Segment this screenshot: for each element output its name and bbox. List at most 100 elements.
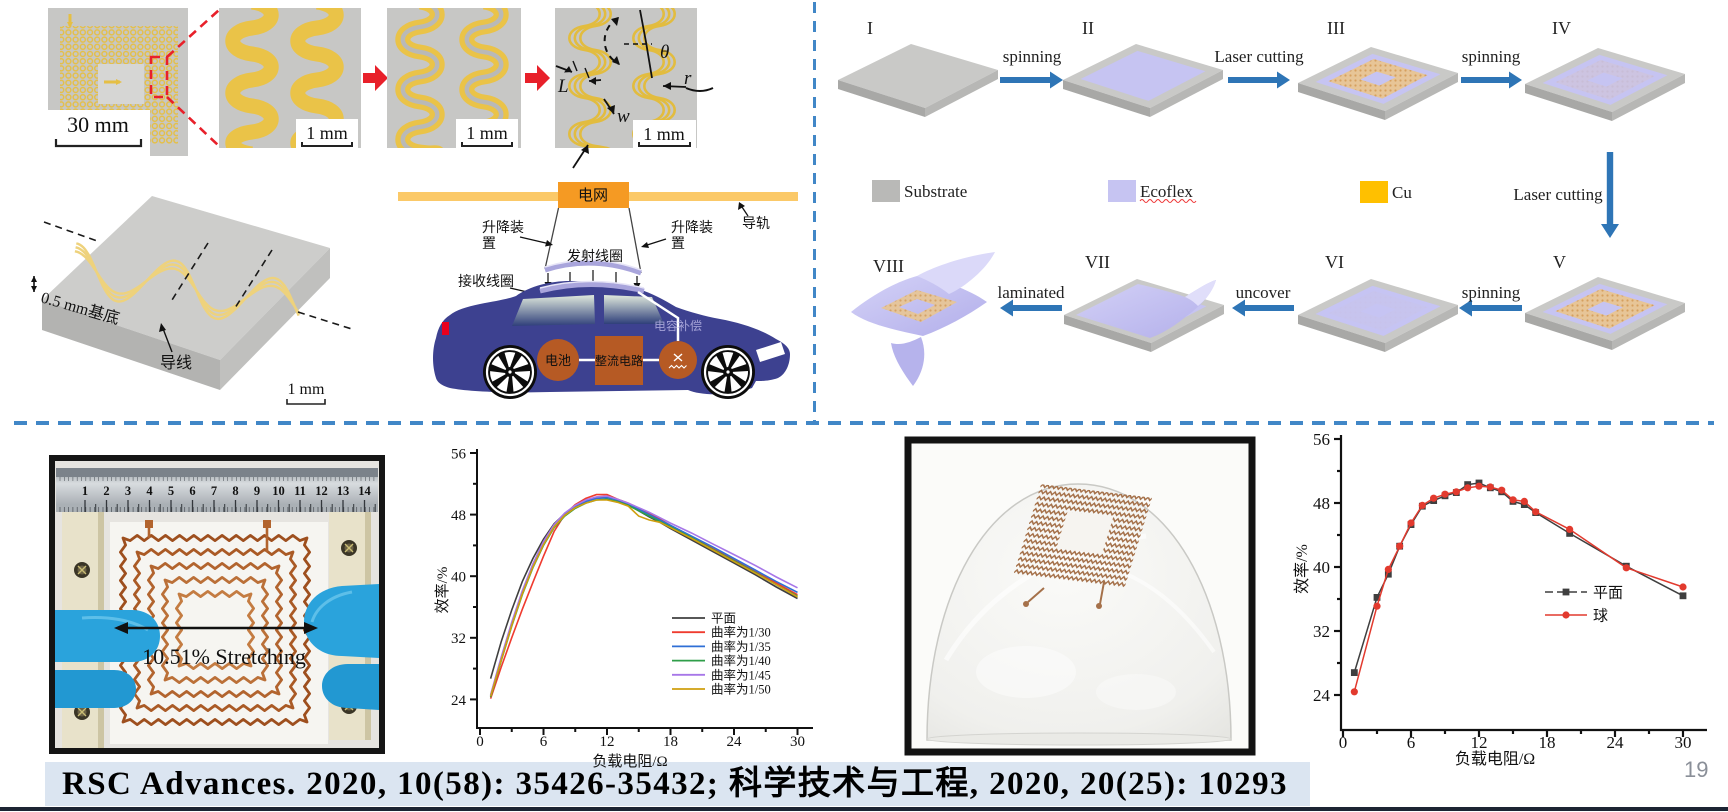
ruler-number: 10 <box>272 484 285 498</box>
wheel <box>483 345 537 399</box>
capacitor-label: 电容补偿 <box>654 318 702 333</box>
wheel <box>701 345 755 399</box>
legend-label: 曲率为1/35 <box>711 639 771 654</box>
ruler-number: 9 <box>254 484 260 498</box>
grid-label: 电网 <box>578 187 608 204</box>
step-arrow-icon <box>363 65 388 91</box>
x-tick-label: 18 <box>1538 733 1555 752</box>
process-arrow-icon <box>1000 71 1063 89</box>
fab-legend-label: Cu <box>1392 183 1412 202</box>
legend-label: 曲率为1/40 <box>711 653 771 668</box>
vertical-dashed-divider <box>813 2 816 422</box>
rx-coil-label: 接收线圈 <box>458 273 514 290</box>
fab-step-numeral: II <box>1082 18 1094 38</box>
process-arrow-icon <box>1459 299 1522 317</box>
battery-label: 电池 <box>545 353 571 368</box>
x-tick-label: 6 <box>540 734 548 750</box>
ruler-number: 2 <box>103 484 109 498</box>
y-tick-label: 48 <box>451 508 466 524</box>
fab-step-numeral: I <box>867 18 873 38</box>
ruler-number: 6 <box>189 484 195 498</box>
ruler-number: 12 <box>315 484 328 498</box>
param-label-theta: θ <box>660 42 669 63</box>
efficiency-vs-load-chart-curvature: 0 6 12 18 24 302432404856负载电阻/Ω效率/%平面曲率为1/30曲… <box>434 446 813 770</box>
scale-label: 1 mm <box>306 123 348 143</box>
fab-step-VII <box>1064 279 1224 352</box>
fab-legend-substrate: Substrate <box>872 180 967 202</box>
page-number: 19 <box>1684 757 1709 782</box>
y-axis-label: 效率/% <box>434 567 451 614</box>
legend-label: 平面 <box>1593 585 1623 601</box>
process-arrow-label: laminated <box>997 283 1065 302</box>
series-line-4 <box>489 495 798 696</box>
x-tick-label: 18 <box>663 734 678 750</box>
battery-circle <box>537 339 579 381</box>
process-arrow-label: spinning <box>1003 47 1062 66</box>
x-tick-label: 24 <box>1606 733 1624 752</box>
tx-coil-label: 发射线圈 <box>567 249 623 265</box>
param-label-r: r <box>684 68 692 89</box>
rectifier-label: 整流电路 <box>595 353 643 368</box>
panel-serpentine-cut: 1 mm <box>387 8 521 148</box>
legend-label: 平面 <box>711 612 736 626</box>
y-tick-label: 32 <box>451 631 466 647</box>
fab-step-I <box>838 44 998 117</box>
taillight <box>442 322 449 335</box>
fab-step-numeral: VIII <box>873 256 904 276</box>
fab-step-VIII <box>851 252 995 386</box>
axes <box>470 449 813 735</box>
y-tick-label: 24 <box>1313 686 1331 705</box>
fab-step-numeral: V <box>1553 252 1566 272</box>
process-arrow-label: spinning <box>1462 283 1521 302</box>
process-arrow-icon <box>1228 71 1290 89</box>
car-charging-diagram: 电网 发射线圈 升降装置 升降装置 导轨 接收线圈 <box>398 182 798 399</box>
x-tick-label: 12 <box>1470 733 1487 752</box>
rail-label: 导轨 <box>742 216 770 232</box>
rectifier-box <box>595 336 643 385</box>
ruler-number: 7 <box>211 484 217 498</box>
citation-text: RSC Advances. 2020, 10(58): 35426-35432;… <box>62 766 1288 802</box>
ruler-number: 11 <box>294 484 306 498</box>
fab-step-numeral: VI <box>1325 252 1344 272</box>
fab-step-II <box>1063 44 1223 117</box>
substrate-3d-figure: 0.5 mm基底 导线 1 mm <box>31 196 356 405</box>
ruler-number: 5 <box>168 484 174 498</box>
process-arrow-icon <box>1232 299 1294 317</box>
ruler-number: 13 <box>337 484 350 498</box>
scale-label: 30 mm <box>67 112 129 137</box>
panel-full-coil: 30 mm <box>48 8 188 156</box>
efficiency-vs-load-chart-sphere: 0 6 12 18 24 30 24 32 40 48 56 负载电阻/Ω 效率/% 平面球 <box>1293 430 1707 768</box>
y-tick-label: 56 <box>1313 430 1330 449</box>
zoom-callout <box>149 9 220 147</box>
dome-shape <box>926 483 1232 741</box>
series-line-1 <box>1353 485 1684 692</box>
legend-label: 曲率为1/30 <box>711 625 771 640</box>
scale-label: 1 mm <box>466 123 508 143</box>
x-tick-label: 24 <box>726 734 742 750</box>
ruler-number: 4 <box>146 484 153 498</box>
y-tick-label: 48 <box>1313 494 1330 513</box>
ruler-number: 1 <box>82 484 88 498</box>
x-axis-label: 负载电阻/Ω <box>592 753 667 770</box>
series-markers-0 <box>1350 479 1687 676</box>
series-markers-1 <box>1350 482 1687 696</box>
stretch-label: 10.51% Stretching <box>142 644 306 669</box>
process-arrow-label: spinning <box>1462 47 1521 66</box>
lift-label-right: 升降装置 <box>671 220 713 252</box>
wire-label: 导线 <box>160 354 192 372</box>
fab-step-numeral: IV <box>1552 18 1571 38</box>
x-tick-label: 6 <box>1407 733 1416 752</box>
process-arrow-label: Laser cutting <box>1513 185 1603 204</box>
fab-step-numeral: VII <box>1085 252 1110 272</box>
fab-legend-label: Ecoflex <box>1140 182 1193 201</box>
scale-label: 1 mm <box>643 124 685 144</box>
ruler-number: 3 <box>125 484 131 498</box>
lift-label-left: 升降装置 <box>482 220 524 252</box>
glove-right <box>304 584 379 710</box>
panel-serpentine-annotated: L θ r w 1 mm <box>555 8 714 169</box>
x-tick-label: 0 <box>1339 733 1348 752</box>
citation-bar: RSC Advances. 2020, 10(58): 35426-35432;… <box>45 762 1310 806</box>
fab-legend-cu: Cu <box>1360 181 1412 203</box>
